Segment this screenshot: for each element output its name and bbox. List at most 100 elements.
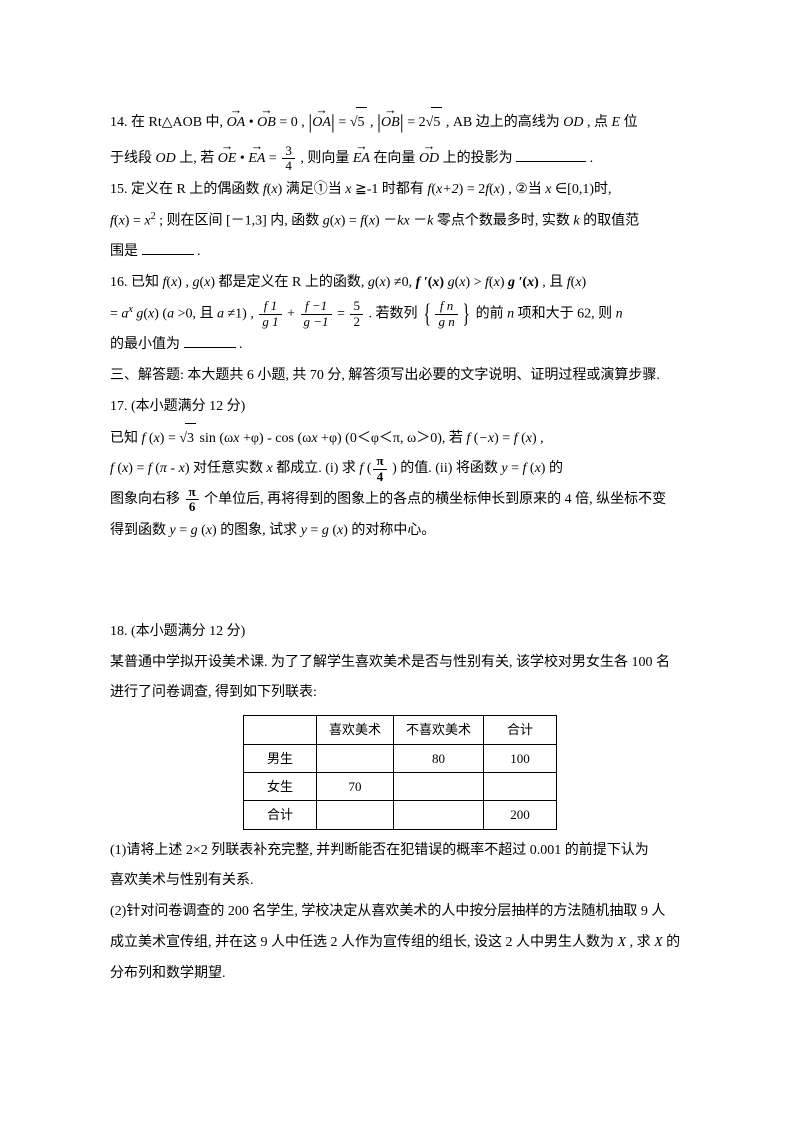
var-x: x	[369, 213, 375, 228]
gt: >	[474, 275, 482, 290]
var-a: a	[217, 306, 224, 321]
eq: =	[511, 461, 522, 476]
var-x: x	[403, 213, 409, 228]
var-f: f	[466, 431, 470, 446]
q14-line1: 14. 在 Rt△AOB 中, OA • OB = 0 , |OA| = √5 …	[110, 100, 690, 144]
text: sin (ω	[200, 431, 234, 446]
vertical-gap	[110, 547, 690, 617]
var-y: y	[301, 523, 307, 538]
abs: |	[331, 111, 335, 133]
eq: =	[310, 523, 321, 538]
q18-p3: 分布列和数学期望.	[110, 959, 690, 990]
text: +φ) - cos (ω	[243, 431, 311, 446]
cell: 100	[484, 744, 557, 772]
var-x: x	[345, 182, 351, 197]
var-E: E	[612, 115, 621, 130]
q18-p2b: 成立美术宣传组, 并在这 9 人中任选 2 人作为宣传组的组长, 设这 2 人中…	[110, 928, 690, 959]
var-f: f	[110, 461, 114, 476]
table-row: 女生 70	[243, 772, 556, 800]
cell	[316, 801, 393, 829]
cell: 女生	[243, 772, 316, 800]
text: ≧-1 时都有	[355, 182, 427, 197]
text: 的对称中心。	[351, 523, 435, 538]
q14-line2: 于线段 OD 上, 若 OE • EA = 34 , 则向量 EA 在向量 OD…	[110, 144, 690, 175]
var-f: f	[148, 461, 152, 476]
text: 图象向右移	[110, 492, 180, 507]
neg-x: −x	[478, 431, 494, 446]
var-g: g	[323, 213, 330, 228]
var-f: f	[523, 461, 527, 476]
text: 得到函数	[110, 523, 170, 538]
var-f: f	[359, 461, 363, 476]
comma: ,	[540, 431, 544, 446]
text: 都是定义在 R 上的函数,	[219, 275, 368, 290]
ne0: ≠0,	[394, 275, 416, 290]
text: 的取值范	[583, 213, 639, 228]
text: 项和大于 62, 则	[518, 306, 616, 321]
var-OD: OD	[563, 115, 583, 130]
q15-line1: 15. 定义在 R 上的偶函数 f(x) 满足①当 x ≧-1 时都有 f(x+…	[110, 175, 690, 206]
q17-heading: 17. (本小题满分 12 分)	[110, 392, 690, 423]
var-g: g	[192, 275, 199, 290]
comma: ,	[370, 115, 377, 130]
text: 的图象, 试求	[220, 523, 301, 538]
text: , 求	[630, 935, 655, 950]
cell: 合计	[243, 801, 316, 829]
period: .	[239, 337, 243, 352]
contingency-table: 喜欢美术 不喜欢美术 合计 男生 80 100 女生 70 合计 200	[243, 715, 557, 830]
var-x: x	[271, 182, 277, 197]
cell	[484, 772, 557, 800]
cell	[316, 744, 393, 772]
text: 的前	[476, 306, 508, 321]
var-X: X	[618, 935, 627, 950]
var-x: x	[266, 461, 272, 476]
var-x: x	[122, 461, 128, 476]
answer-blank	[184, 333, 236, 348]
dot: •	[249, 115, 257, 130]
eq: =	[337, 306, 348, 321]
text: 对任意实数	[193, 461, 267, 476]
brace-left: {	[423, 302, 430, 325]
eq: =	[136, 461, 147, 476]
text: 15. 定义在 R 上的偶函数	[110, 182, 263, 197]
brace-right: }	[462, 302, 469, 325]
var-X: X	[654, 935, 663, 950]
q16-line1: 16. 已知 f(x) , g(x) 都是定义在 R 上的函数, g(x) ≠0…	[110, 268, 690, 299]
var-x: x	[526, 431, 532, 446]
var-x: x	[380, 275, 386, 290]
table-row: 合计 200	[243, 801, 556, 829]
eq: =	[502, 431, 513, 446]
text: 位	[624, 115, 638, 130]
gprime: g ′	[508, 275, 522, 290]
eq: =	[349, 213, 360, 228]
answer-blank	[142, 240, 194, 255]
eq: = 2	[467, 182, 485, 197]
var-g: g	[322, 523, 329, 538]
text: +φ) (0＜φ＜π, ω＞0), 若	[321, 431, 466, 446]
minus: －	[413, 213, 427, 228]
text: 个单位后, 再将得到的图象上的各点的横坐标伸长到原来的 4 倍, 纵坐标不变	[204, 492, 666, 507]
text: 上, 若	[179, 151, 218, 166]
eq: =	[110, 306, 121, 321]
cell: 合计	[484, 716, 557, 744]
eq: =	[168, 431, 176, 446]
vec-EA: EA	[353, 144, 370, 175]
eq: =	[269, 151, 280, 166]
var-f: f	[567, 275, 571, 290]
sqrt3: 3	[185, 423, 196, 455]
text: (2)针对问卷调查的 200 名学生, 学校决定从喜欢美术的人中按分层抽样的方法…	[110, 904, 665, 919]
q18-line1: 某普通中学拟开设美术课. 为了了解学生喜欢美术是否与性别有关, 该学校对男女生各…	[110, 648, 690, 679]
vec-OD: OD	[419, 144, 439, 175]
var-x: x	[337, 523, 343, 538]
text: 都成立. (i) 求	[276, 461, 359, 476]
var-x: x	[459, 275, 465, 290]
text: 的最小值为	[110, 337, 180, 352]
var-x: x	[206, 523, 212, 538]
text: 已知	[110, 431, 142, 446]
var-x: x	[494, 275, 500, 290]
var-n: n	[507, 306, 514, 321]
exp-2: 2	[151, 211, 156, 222]
pi-minus-x: π - x	[160, 461, 185, 476]
var-a: a	[167, 306, 174, 321]
text: , AB 边上的高线为	[446, 115, 563, 130]
